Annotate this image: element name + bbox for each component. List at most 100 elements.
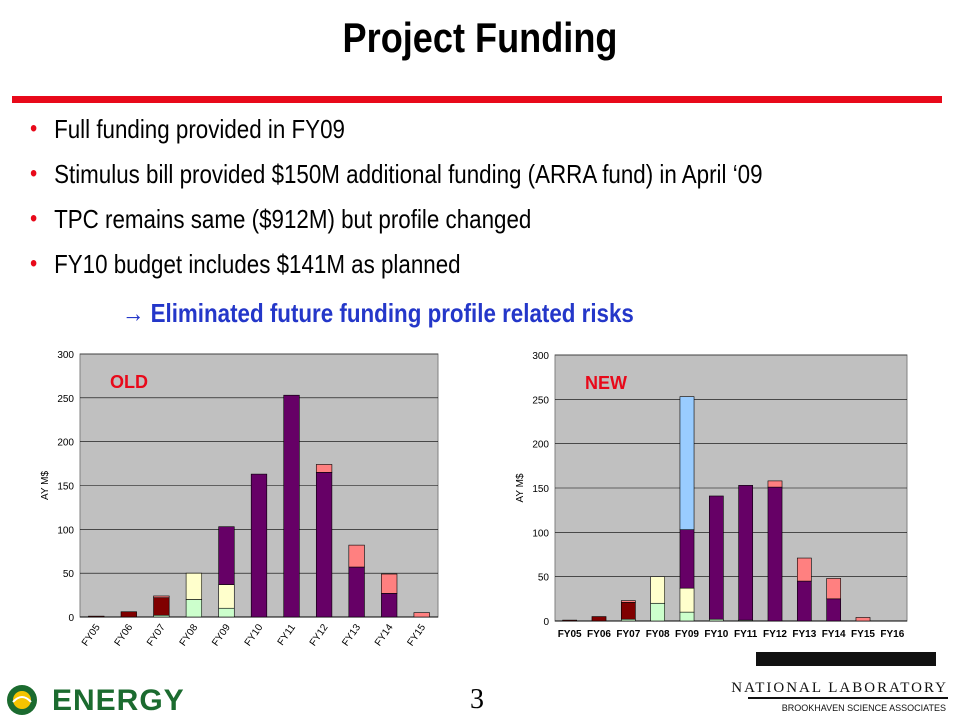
bar-segment — [620, 602, 636, 620]
bullet-icon: • — [30, 115, 38, 142]
x-tick-label: FY15 — [851, 629, 875, 640]
y-tick-label: 100 — [532, 528, 549, 539]
bar-segment — [315, 464, 333, 473]
bar-segment — [796, 557, 812, 582]
bar-segment — [650, 576, 666, 604]
bar-segment — [153, 595, 170, 599]
slide-title: Project Funding — [342, 14, 618, 61]
x-tick-label: FY13 — [340, 622, 363, 648]
x-tick-label: FY13 — [792, 629, 816, 640]
bullet-icon: • — [30, 250, 38, 277]
lab-name-underline — [748, 697, 948, 699]
y-tick-label: 50 — [538, 573, 550, 584]
x-tick-label: FY05 — [558, 629, 582, 640]
bar-segment — [826, 598, 842, 622]
bar-segment — [767, 480, 783, 488]
bullet-text: Stimulus bill provided $150M additional … — [54, 159, 763, 189]
y-tick-label: 200 — [532, 440, 549, 451]
x-tick-label: FY12 — [308, 622, 331, 648]
x-tick-label: FY12 — [763, 629, 787, 640]
chart-label: NEW — [585, 373, 627, 393]
bar-segment — [738, 485, 754, 621]
x-tick-label: FY06 — [113, 622, 136, 648]
bar-segment — [650, 602, 666, 622]
x-tick-label: FY14 — [373, 622, 396, 648]
bar-segment — [218, 584, 235, 609]
bullet-icon: • — [30, 160, 38, 187]
bar-segment — [315, 472, 333, 618]
x-tick-label: FY09 — [675, 629, 699, 640]
bar-segment — [218, 607, 235, 618]
old-funding-chart: 0 50 100 150 200 250 300 AY M$ OLD FY05 FY06 FY07 FY… — [10, 340, 450, 670]
x-tick-label: FY07 — [616, 629, 640, 640]
bar-segment — [679, 611, 695, 622]
doe-energy-logo — [7, 685, 37, 715]
chart-label: OLD — [110, 372, 148, 392]
y-tick-label: 100 — [57, 525, 74, 536]
bullet-item: • TPC remains same ($912M) but profile ch… — [30, 202, 821, 247]
associates-text: BROOKHAVEN SCIENCE ASSOCIATES — [781, 703, 946, 713]
bar-segment — [826, 578, 842, 600]
bar-segment — [250, 473, 268, 618]
bar-segment — [591, 616, 607, 622]
bar-segment — [796, 580, 812, 622]
bar-segment — [218, 526, 235, 585]
x-tick-label: FY15 — [405, 622, 428, 648]
bar-segment — [767, 486, 783, 622]
x-tick-label: FY08 — [178, 622, 201, 648]
y-axis-label: AY M$ — [515, 473, 526, 503]
bar-segment — [855, 617, 871, 622]
bullet-item: • Full funding provided in FY09 — [30, 112, 821, 157]
x-tick-label: FY10 — [243, 622, 266, 648]
page-number: 3 — [470, 684, 484, 715]
x-tick-label: FY06 — [587, 629, 611, 640]
y-tick-label: 150 — [532, 484, 549, 495]
bullet-text: TPC remains same ($912M) but profile cha… — [54, 204, 532, 234]
bar-segment — [348, 544, 365, 568]
bar-segment — [413, 612, 430, 618]
bullet-list: • Full funding provided in FY09 • Stimulus… — [30, 112, 950, 292]
y-tick-label: 0 — [543, 617, 549, 628]
bar-segment — [620, 600, 636, 603]
bar-segment — [679, 396, 695, 530]
y-tick-label: 50 — [63, 569, 75, 580]
bullet-text: Full funding provided in FY09 — [54, 114, 345, 144]
bullet-icon: • — [30, 205, 38, 232]
y-tick-label: 300 — [57, 350, 74, 361]
y-axis-label: AY M$ — [40, 471, 51, 501]
x-tick-label: FY11 — [734, 629, 758, 640]
x-tick-label: FY05 — [80, 622, 103, 648]
bar-segment — [283, 394, 300, 618]
bar-segment — [348, 566, 365, 618]
y-tick-label: 250 — [57, 394, 74, 405]
x-tick-label: FY09 — [210, 622, 233, 648]
y-tick-label: 150 — [57, 482, 74, 493]
old-funding-chart-svg: 0 50 100 150 200 250 300 AY M$ OLD FY05 FY06 FY07 FY… — [40, 350, 439, 648]
y-tick-label: 300 — [532, 351, 549, 362]
x-tick-label: FY14 — [822, 629, 846, 640]
y-tick-label: 200 — [57, 438, 74, 449]
y-tick-label: 0 — [68, 613, 74, 624]
new-funding-chart: 0 50 100 150 200 250 300 AY M$ NEW FY05 FY06 FY07 FY… — [495, 340, 935, 650]
bar-segment — [185, 572, 203, 600]
conclusion-line: → Eliminated future funding profile rela… — [122, 298, 634, 328]
bnl-logo-mark — [756, 652, 936, 666]
bar-segment — [88, 615, 105, 618]
bar-segment — [562, 619, 578, 622]
bar-segment — [708, 495, 724, 620]
bar-segment — [381, 573, 398, 594]
x-tick-label: FY07 — [145, 622, 168, 648]
x-tick-label: FY16 — [880, 629, 904, 640]
x-tick-label: FY08 — [646, 629, 670, 640]
x-tick-label: FY10 — [704, 629, 728, 640]
lab-name: NATIONAL LABORATORY — [731, 680, 948, 696]
bullet-text: FY10 budget includes $141M as planned — [54, 249, 461, 279]
bar-segment — [679, 529, 695, 589]
bullet-item: • Stimulus bill provided $150M additional… — [30, 157, 821, 202]
bar-segment — [381, 593, 398, 618]
bullet-item: • FY10 budget includes $141M as planned — [30, 247, 821, 292]
title-divider — [12, 96, 942, 103]
bar-segment — [185, 599, 203, 618]
new-funding-chart-svg: 0 50 100 150 200 250 300 AY M$ NEW FY05 FY06 FY07 FY… — [515, 351, 908, 640]
bar-segment — [153, 597, 170, 616]
